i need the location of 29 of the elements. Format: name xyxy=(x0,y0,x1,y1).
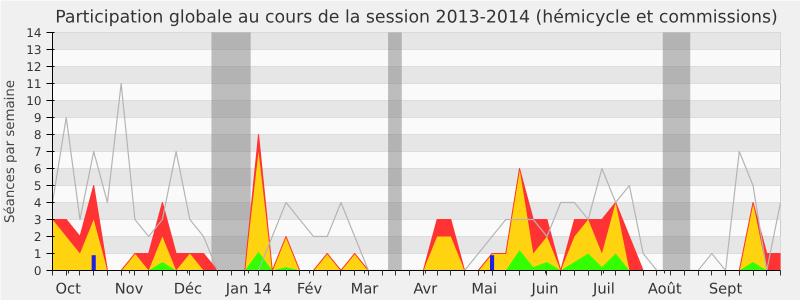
y-tick-label: 8 xyxy=(34,128,42,142)
y-tick-label: 9 xyxy=(34,111,42,125)
y-tick-label: 10 xyxy=(26,94,42,108)
x-tick-label: Avr xyxy=(413,280,438,298)
x-tick-label: Oct xyxy=(56,280,82,298)
y-axis-title: Séances par semaine xyxy=(3,80,18,223)
x-tick-label: Nov xyxy=(114,280,144,298)
y-tick-label: 5 xyxy=(34,179,42,193)
y-tick-label: 3 xyxy=(34,213,42,227)
y-tick-label: 6 xyxy=(34,162,42,176)
x-tick-label: Mai xyxy=(471,280,498,298)
x-tick-label: Déc xyxy=(174,280,202,298)
y-tick-label: 13 xyxy=(26,43,42,57)
y-tick-label: 7 xyxy=(34,145,42,159)
y-tick-label: 11 xyxy=(26,77,42,91)
y-tick-label: 0 xyxy=(34,264,42,278)
y-tick-label: 12 xyxy=(26,60,42,74)
x-tick-label: Mar xyxy=(350,280,380,298)
chart-title: Participation globale au cours de la session 2013-2014 (hémicycle et commissions) xyxy=(55,8,778,28)
x-tick-label: Sept xyxy=(708,280,742,298)
x-tick-label: Jan 14 xyxy=(224,280,272,298)
y-tick-label: 1 xyxy=(34,247,42,261)
y-tick-label: 14 xyxy=(26,26,42,40)
y-tick-label: 2 xyxy=(34,230,42,244)
x-tick-label: Août xyxy=(648,280,682,298)
x-tick-label: Fév xyxy=(296,280,323,298)
x-tick-label: Juil xyxy=(592,280,615,298)
y-tick-label: 4 xyxy=(34,196,42,210)
x-tick-label: Juin xyxy=(530,280,559,298)
